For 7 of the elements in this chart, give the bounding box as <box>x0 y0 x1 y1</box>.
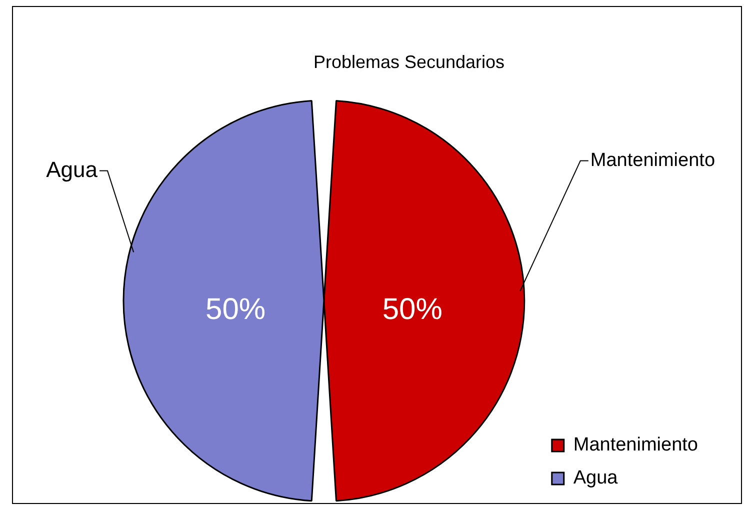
data-label: 50% <box>382 293 442 326</box>
legend-label: Agua <box>573 468 618 489</box>
slice-label: Mantenimiento <box>590 150 716 172</box>
legend-label: Mantenimiento <box>573 434 698 456</box>
slice-label: Agua <box>46 156 98 182</box>
chart-title: Problemas Secundarios <box>313 52 505 72</box>
data-label: 50% <box>206 293 266 326</box>
